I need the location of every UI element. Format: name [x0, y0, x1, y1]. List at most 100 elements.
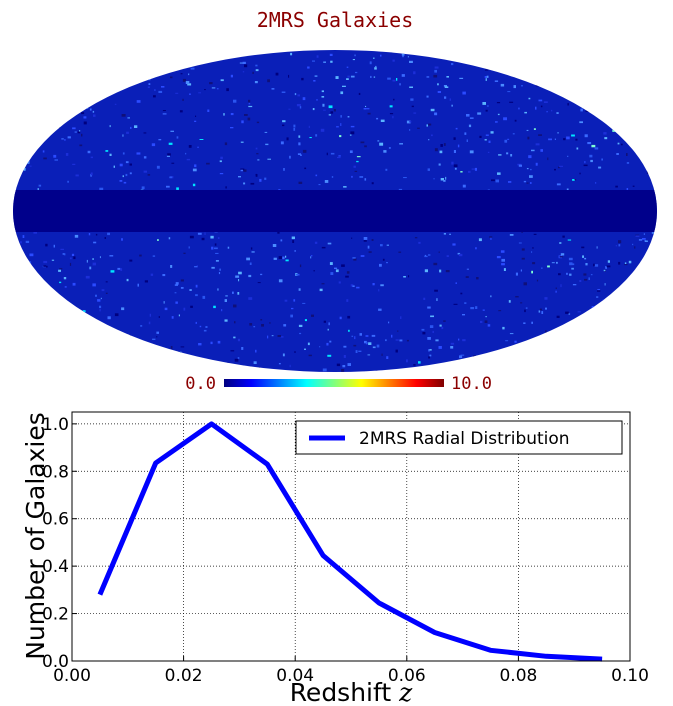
galaxy-speckle — [556, 112, 559, 114]
galaxy-speckle — [72, 353, 74, 356]
galaxy-speckle — [225, 186, 227, 189]
galaxy-speckle — [74, 234, 79, 238]
galaxy-speckle — [283, 168, 285, 171]
galaxy-speckle — [329, 340, 332, 343]
galaxy-speckle — [649, 146, 652, 148]
galaxy-speckle — [240, 169, 243, 172]
galaxy-speckle — [330, 152, 335, 155]
galaxy-speckle — [241, 347, 244, 350]
galaxy-speckle — [567, 155, 569, 157]
galaxy-speckle — [267, 158, 271, 160]
galaxy-speckle — [607, 260, 610, 263]
galaxy-speckle — [200, 360, 204, 363]
galaxy-speckle — [199, 139, 204, 140]
galaxy-speckle — [392, 79, 396, 82]
galaxy-speckle — [133, 77, 136, 79]
galaxy-speckle — [364, 145, 367, 148]
galaxy-speckle — [545, 330, 547, 333]
galaxy-speckle — [125, 173, 128, 177]
galaxy-speckle — [235, 275, 240, 278]
galaxy-speckle — [574, 179, 577, 181]
galaxy-speckle — [100, 297, 102, 300]
galaxy-speckle — [97, 299, 101, 302]
galaxy-speckle — [368, 251, 372, 253]
galaxy-speckle — [434, 69, 437, 73]
galaxy-speckle — [455, 127, 458, 130]
galaxy-speckle — [248, 103, 251, 105]
galaxy-speckle — [531, 270, 533, 274]
galaxy-speckle — [299, 332, 302, 335]
galaxy-speckle — [466, 268, 469, 270]
galaxy-speckle — [635, 235, 640, 237]
galaxy-speckle — [307, 66, 310, 69]
galaxy-speckle — [511, 363, 514, 365]
galaxy-speckle — [186, 363, 189, 367]
galaxy-speckle — [105, 91, 107, 94]
galaxy-speckle — [261, 324, 264, 327]
galaxy-speckle — [540, 105, 543, 108]
galaxy-speckle — [278, 189, 281, 191]
galaxy-speckle — [548, 138, 552, 141]
galaxy-speckle — [435, 339, 439, 342]
galaxy-speckle — [119, 163, 123, 167]
galaxy-speckle — [353, 258, 357, 261]
galaxy-speckle — [327, 328, 329, 331]
galaxy-speckle — [359, 176, 364, 178]
galaxy-speckle — [461, 58, 465, 61]
galaxy-speckle — [244, 114, 248, 116]
galaxy-speckle — [632, 95, 637, 98]
galaxy-speckle — [250, 247, 253, 250]
galaxy-speckle — [556, 261, 558, 264]
galaxy-speckle — [242, 71, 245, 73]
galaxy-speckle — [617, 290, 621, 293]
galaxy-speckle — [233, 336, 236, 339]
galaxy-speckle — [133, 64, 135, 66]
galaxy-speckle — [584, 161, 586, 164]
galaxy-speckle — [73, 256, 76, 260]
galaxy-speckle — [584, 278, 588, 281]
galaxy-speckle — [49, 58, 54, 61]
galaxy-speckle — [572, 346, 574, 350]
galaxy-speckle — [211, 266, 215, 269]
galaxy-speckle — [652, 249, 657, 252]
galaxy-speckle — [36, 51, 39, 53]
series-line-2mrs-radial-distribution — [97, 421, 603, 662]
galaxy-speckle — [139, 254, 142, 257]
galaxy-speckle — [339, 316, 342, 320]
galaxy-speckle — [392, 115, 394, 119]
galaxy-speckle — [248, 99, 251, 103]
galaxy-speckle — [350, 284, 354, 287]
galaxy-speckle — [182, 370, 184, 372]
galaxy-speckle — [634, 305, 636, 309]
galaxy-speckle — [626, 162, 630, 164]
galaxy-speckle — [429, 325, 434, 328]
galaxy-speckle — [171, 316, 174, 319]
galaxy-speckle — [79, 130, 81, 132]
galaxy-speckle — [102, 323, 104, 327]
galaxy-speckle — [351, 237, 353, 239]
galaxy-speckle — [445, 176, 447, 180]
galaxy-speckle — [566, 188, 569, 191]
galaxy-speckle — [596, 246, 598, 249]
galaxy-speckle — [568, 61, 571, 64]
galaxy-speckle — [363, 240, 367, 242]
galaxy-speckle — [38, 106, 42, 109]
galaxy-speckle — [19, 119, 22, 122]
galaxy-speckle — [558, 343, 561, 345]
galaxy-speckle — [188, 364, 192, 367]
galaxy-speckle — [486, 105, 489, 107]
galaxy-speckle — [192, 183, 196, 187]
galaxy-speckle — [613, 114, 618, 116]
galaxy-speckle — [462, 91, 466, 95]
galaxy-speckle — [338, 155, 341, 157]
galaxy-speckle — [616, 364, 618, 366]
galaxy-speckle — [350, 75, 355, 78]
galaxy-speckle — [42, 150, 45, 153]
galaxy-speckle — [250, 182, 255, 185]
galaxy-speckle — [50, 124, 54, 127]
galaxy-speckle — [485, 109, 488, 112]
galaxy-speckle — [71, 330, 75, 332]
galaxy-speckle — [577, 58, 581, 61]
galaxy-speckle — [24, 107, 26, 109]
galaxy-speckle — [174, 284, 178, 286]
